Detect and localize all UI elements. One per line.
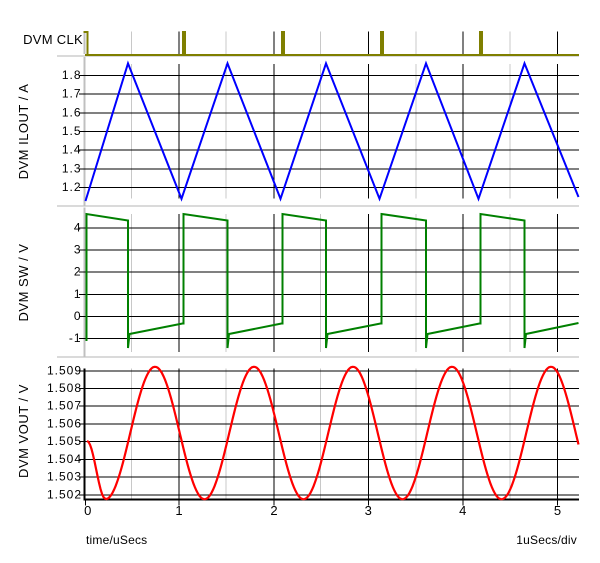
svg-text:1.502: 1.502 [47, 487, 82, 501]
svg-text:1.5: 1.5 [62, 124, 82, 138]
svg-text:4: 4 [74, 221, 82, 235]
svg-text:1.2: 1.2 [62, 180, 82, 194]
svg-text:DVM VOUT / V: DVM VOUT / V [16, 384, 31, 478]
svg-text:-1: -1 [69, 331, 82, 345]
svg-text:1.504: 1.504 [47, 452, 82, 466]
svg-text:2: 2 [270, 503, 277, 518]
svg-text:1.505: 1.505 [47, 434, 82, 448]
svg-text:5: 5 [554, 503, 561, 518]
svg-text:DVM CLK: DVM CLK [23, 32, 83, 47]
svg-text:3: 3 [74, 243, 82, 257]
svg-text:1.503: 1.503 [47, 470, 82, 484]
svg-text:DVM ILOUT / A: DVM ILOUT / A [16, 84, 31, 180]
svg-text:time/uSecs: time/uSecs [86, 533, 147, 547]
svg-text:2: 2 [74, 265, 82, 279]
svg-text:1.7: 1.7 [62, 87, 82, 101]
svg-text:1.3: 1.3 [62, 161, 82, 175]
svg-text:DVM SW / V: DVM SW / V [16, 244, 31, 322]
svg-text:1.4: 1.4 [62, 143, 82, 157]
svg-text:3: 3 [365, 503, 372, 518]
svg-text:1.508: 1.508 [47, 381, 82, 395]
svg-text:0: 0 [84, 503, 91, 518]
svg-text:1.506: 1.506 [47, 416, 82, 430]
svg-text:1: 1 [175, 503, 182, 518]
svg-text:1uSecs/div: 1uSecs/div [516, 533, 577, 547]
svg-text:4: 4 [459, 503, 466, 518]
svg-text:1.509: 1.509 [47, 363, 82, 377]
svg-text:1: 1 [74, 287, 82, 301]
svg-text:0: 0 [74, 309, 82, 323]
svg-text:1.6: 1.6 [62, 105, 82, 119]
svg-text:1.507: 1.507 [47, 399, 82, 413]
svg-text:1.8: 1.8 [62, 68, 82, 82]
